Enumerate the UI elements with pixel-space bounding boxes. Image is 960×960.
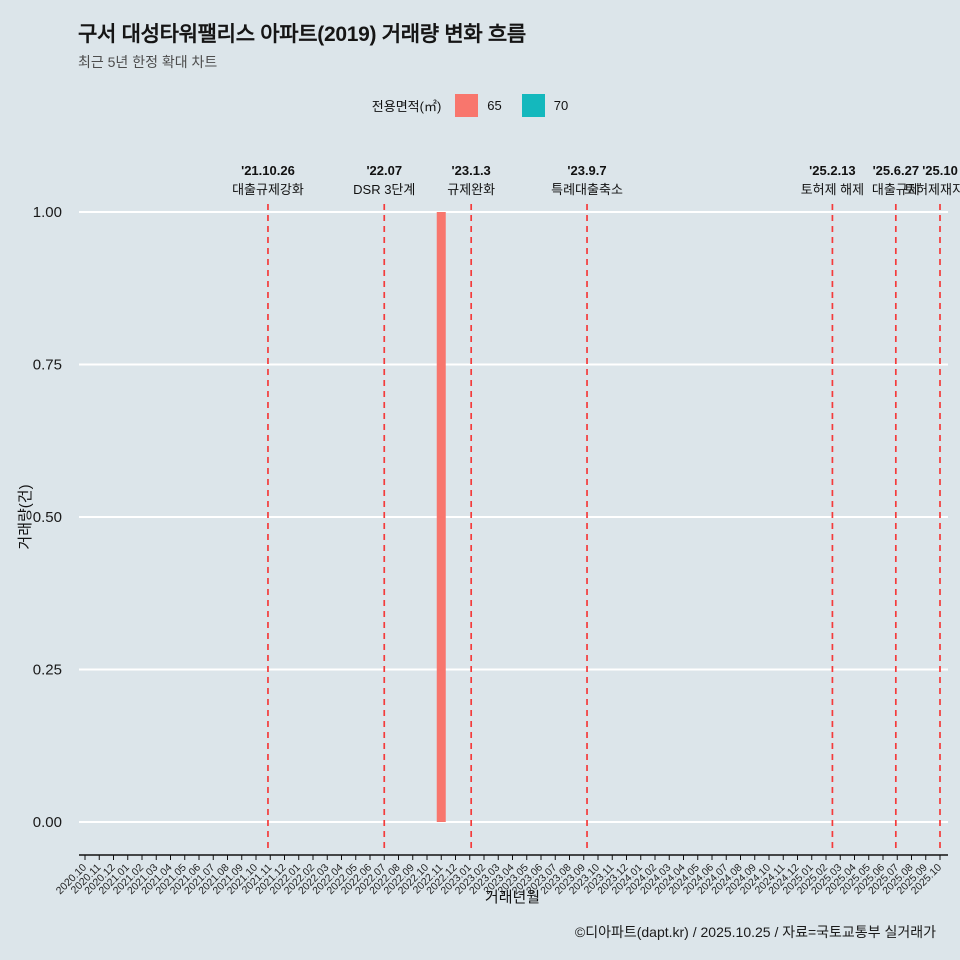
legend-title: 전용면적(㎡) <box>371 99 442 114</box>
event-date: '23.9.7 <box>567 163 606 178</box>
y-tick-label: 1.00 <box>33 204 62 221</box>
legend-label-65: 65 <box>487 98 502 113</box>
event-date: '25.6.27 <box>873 163 919 178</box>
event-label: 토허제재지정 <box>904 182 960 197</box>
y-axis-title: 거래량(건) <box>17 484 34 549</box>
legend-swatch-65 <box>455 94 479 117</box>
bar-65-2022.11 <box>436 212 446 822</box>
y-tick-label: 0.00 <box>33 814 62 831</box>
event-date: '22.07 <box>366 163 402 178</box>
source-caption: ©디아파트(dapt.kr) / 2025.10.25 / 자료=국토교통부 실… <box>574 924 936 940</box>
page-subtitle: 최근 5년 한정 확대 차트 <box>78 54 218 70</box>
event-date: '25.10 <box>922 163 958 178</box>
page-title: 구서 대성타워팰리스 아파트(2019) 거래량 변화 흐름 <box>78 23 526 46</box>
event-date: '21.10.26 <box>241 163 295 178</box>
event-label: 대출규제 <box>872 182 920 197</box>
y-tick-label: 0.75 <box>33 357 62 374</box>
y-tick-label: 0.50 <box>33 509 62 526</box>
legend-label-70: 70 <box>553 98 569 113</box>
event-label: DSR 3단계 <box>353 182 415 197</box>
legend: 전용면적(㎡) 65 70 <box>0 94 960 117</box>
y-tick-label: 0.25 <box>33 662 62 679</box>
x-axis-title: 거래년월 <box>485 889 540 906</box>
event-date: '23.1.3 <box>452 163 491 178</box>
event-label: 규제완화 <box>447 182 495 197</box>
event-label: 특례대출축소 <box>551 182 623 197</box>
event-label: 대출규제강화 <box>232 182 304 197</box>
event-label: 토허제 해제 <box>801 182 864 197</box>
event-date: '25.2.13 <box>809 163 855 178</box>
legend-swatch-70 <box>521 94 545 117</box>
